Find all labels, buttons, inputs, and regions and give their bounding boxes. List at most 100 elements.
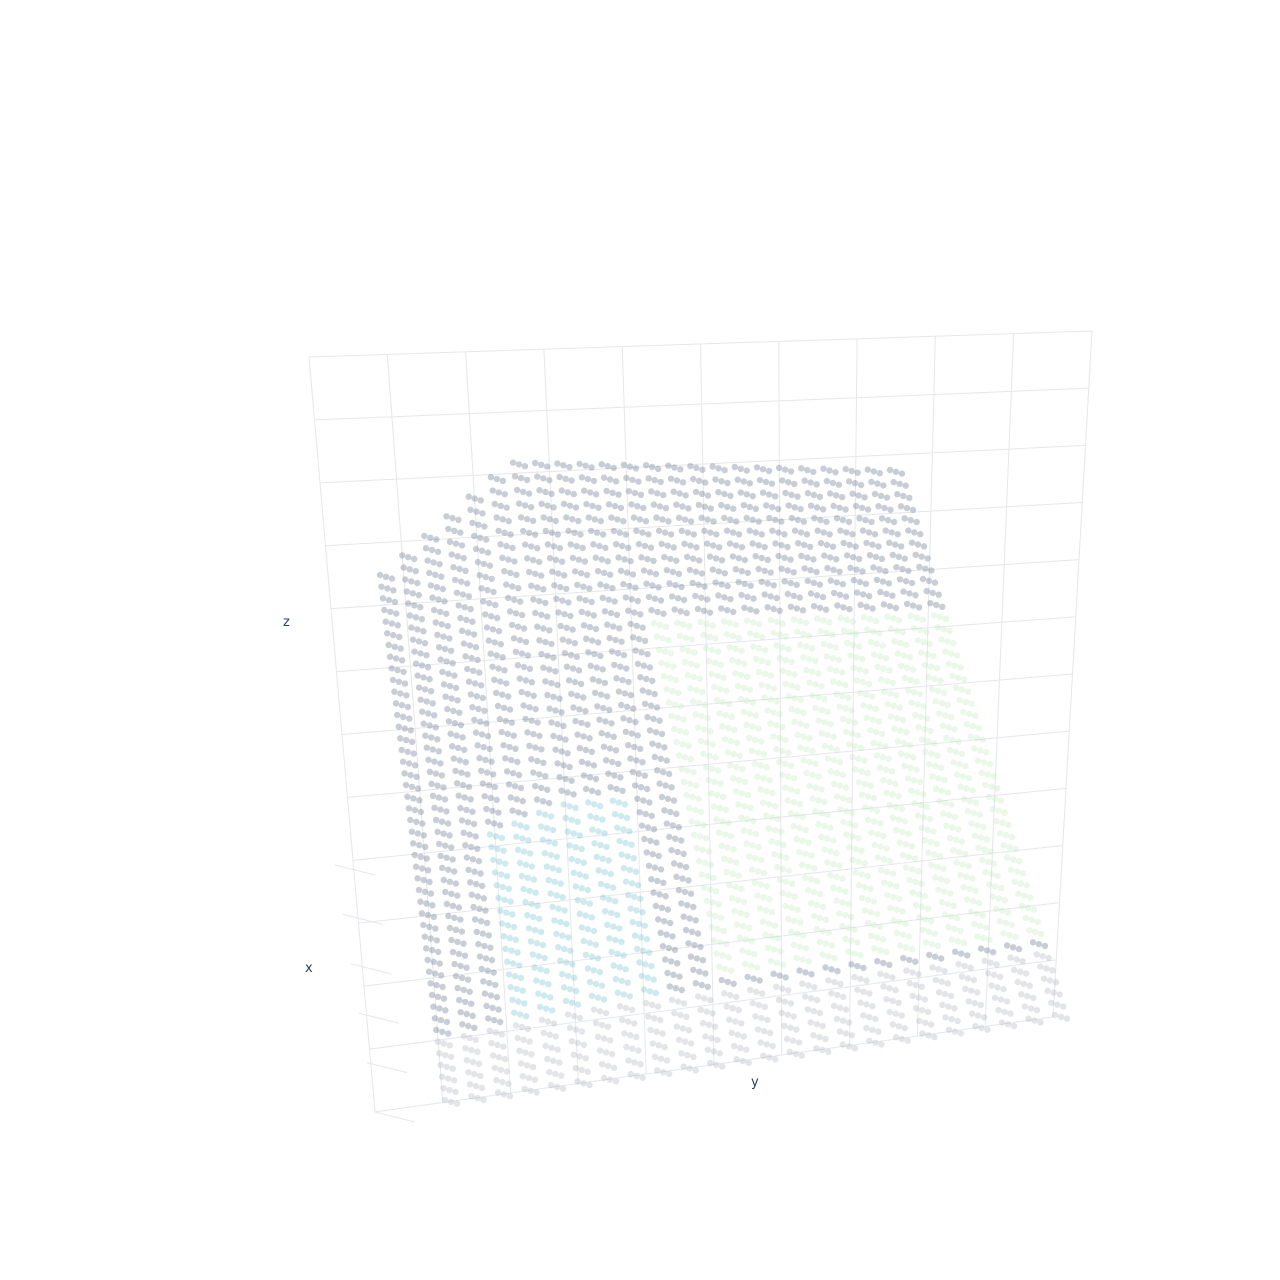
data-point bbox=[735, 1006, 742, 1014]
data-point bbox=[833, 492, 840, 499]
data-point bbox=[880, 665, 887, 672]
data-point bbox=[782, 760, 789, 767]
data-point bbox=[768, 480, 776, 487]
data-point bbox=[448, 844, 455, 851]
data-point bbox=[502, 945, 509, 953]
data-point bbox=[536, 558, 543, 566]
data-point bbox=[593, 853, 600, 861]
data-point bbox=[547, 994, 554, 1001]
data-point bbox=[548, 680, 555, 687]
data-point bbox=[860, 702, 867, 709]
data-point bbox=[443, 1063, 450, 1071]
data-point bbox=[505, 885, 512, 893]
data-point bbox=[674, 848, 681, 856]
data-point bbox=[815, 797, 822, 804]
data-point bbox=[523, 824, 530, 831]
data-point bbox=[526, 665, 534, 672]
data-point bbox=[861, 757, 868, 764]
data-point bbox=[836, 1028, 844, 1035]
data-point bbox=[931, 579, 939, 586]
data-point bbox=[495, 809, 502, 816]
data-point bbox=[1045, 954, 1052, 962]
data-point bbox=[1002, 831, 1010, 839]
data-point bbox=[655, 527, 663, 534]
data-point bbox=[687, 755, 695, 763]
data-point bbox=[1028, 916, 1035, 924]
data-point bbox=[407, 771, 414, 779]
data-point bbox=[397, 645, 404, 652]
data-point bbox=[757, 762, 764, 769]
data-point bbox=[591, 689, 599, 696]
data-point bbox=[530, 596, 537, 603]
data-point bbox=[424, 867, 432, 874]
data-point bbox=[499, 691, 506, 698]
data-point bbox=[765, 491, 773, 498]
data-point bbox=[401, 725, 408, 732]
data-point bbox=[930, 612, 938, 619]
data-point bbox=[665, 462, 672, 469]
data-point bbox=[959, 773, 967, 780]
data-point bbox=[946, 834, 954, 842]
data-point bbox=[448, 1053, 455, 1061]
data-point bbox=[863, 1001, 870, 1008]
data-point bbox=[906, 980, 913, 987]
data-point bbox=[740, 898, 748, 905]
data-point bbox=[600, 569, 608, 577]
data-point bbox=[647, 837, 654, 844]
data-point bbox=[437, 1016, 445, 1024]
data-point bbox=[665, 944, 673, 952]
data-point bbox=[437, 852, 444, 860]
data-point bbox=[776, 631, 783, 638]
grid-line bbox=[314, 387, 1089, 421]
data-point bbox=[886, 857, 893, 865]
data-point bbox=[384, 630, 391, 637]
data-point bbox=[563, 920, 570, 928]
data-point bbox=[482, 955, 490, 962]
data-point bbox=[864, 626, 871, 633]
data-point bbox=[902, 920, 909, 928]
data-point bbox=[473, 928, 480, 935]
data-point bbox=[842, 705, 849, 712]
data-point bbox=[972, 712, 979, 719]
data-point bbox=[513, 985, 520, 993]
data-point bbox=[1033, 951, 1040, 958]
data-point bbox=[811, 515, 818, 522]
data-point bbox=[604, 1023, 612, 1030]
data-point bbox=[488, 613, 495, 620]
data-point bbox=[540, 586, 547, 593]
data-point bbox=[496, 715, 503, 723]
data-point bbox=[460, 986, 467, 994]
data-point bbox=[704, 714, 711, 722]
data-point bbox=[748, 938, 755, 945]
data-point bbox=[758, 578, 765, 585]
data-point bbox=[887, 625, 894, 633]
data-point bbox=[692, 568, 700, 575]
data-point bbox=[741, 960, 749, 967]
data-point bbox=[454, 938, 461, 946]
data-point bbox=[492, 981, 499, 989]
data-point bbox=[719, 818, 726, 825]
data-point bbox=[779, 620, 786, 627]
data-point bbox=[497, 1018, 504, 1026]
data-point bbox=[917, 713, 925, 720]
data-point bbox=[388, 620, 395, 627]
data-point bbox=[896, 617, 903, 624]
data-point bbox=[858, 744, 865, 752]
data-point bbox=[625, 607, 632, 614]
data-point bbox=[793, 930, 801, 937]
data-point bbox=[707, 505, 714, 512]
data-point bbox=[845, 1043, 852, 1050]
data-point bbox=[477, 1072, 484, 1080]
data-point bbox=[973, 799, 980, 806]
data-point bbox=[530, 730, 537, 738]
data-point bbox=[712, 555, 720, 562]
data-point bbox=[458, 817, 466, 824]
data-point bbox=[741, 803, 748, 810]
data-point bbox=[450, 564, 457, 571]
data-point bbox=[475, 857, 483, 865]
data-point bbox=[679, 740, 686, 748]
data-point bbox=[742, 936, 749, 943]
data-point bbox=[529, 951, 536, 958]
data-point bbox=[469, 856, 477, 863]
